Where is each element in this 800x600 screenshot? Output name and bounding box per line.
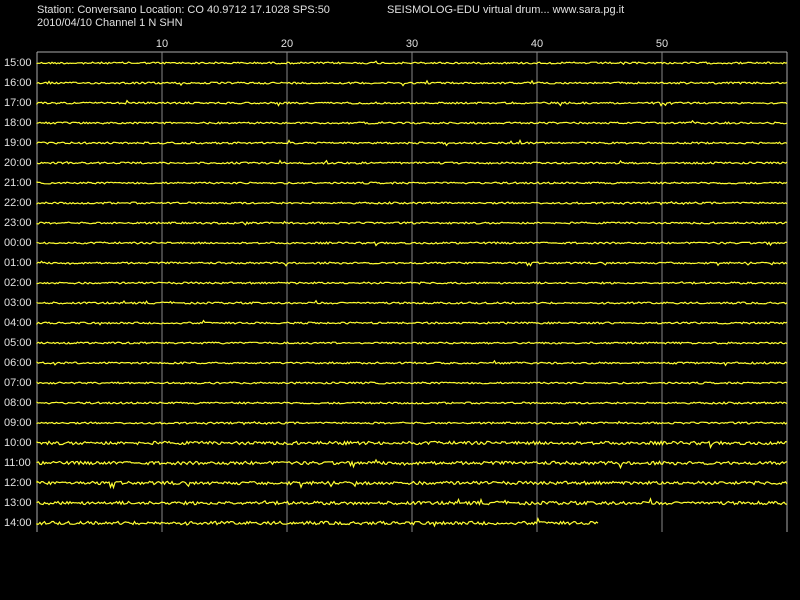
trace [36,159,788,165]
trace [36,281,788,285]
hour-label: 06:00 [4,357,32,369]
hour-label: 21:00 [4,177,32,189]
trace [36,319,788,326]
hour-label: 04:00 [4,317,32,329]
trace [36,497,788,506]
hour-label: 10:00 [4,437,32,449]
hour-label: 16:00 [4,77,32,89]
minute-tick-label: 40 [531,38,543,50]
trace [36,458,788,470]
hour-label: 23:00 [4,217,32,229]
trace [36,138,788,147]
trace [36,381,788,385]
trace [36,119,788,125]
hour-label: 00:00 [4,237,32,249]
trace [36,420,788,426]
hour-label: 22:00 [4,197,32,209]
hour-label: 09:00 [4,417,32,429]
trace [36,220,788,226]
hour-label: 12:00 [4,477,32,489]
program-info: SEISMOLOG-EDU virtual drum... www.sara.p… [387,4,624,16]
trace [36,79,788,87]
trace [36,440,788,450]
trace [36,401,788,405]
trace [36,341,788,345]
trace [36,201,788,206]
trace [36,60,788,66]
station-info: Station: Conversano Location: CO 40.9712… [37,4,330,16]
hour-label: 03:00 [4,297,32,309]
hour-label: 05:00 [4,337,32,349]
hour-label: 07:00 [4,377,32,389]
minute-tick-label: 50 [656,38,668,50]
trace [36,359,788,367]
hour-label: 15:00 [4,57,32,69]
minute-tick-label: 30 [406,38,418,50]
trace [36,181,788,185]
trace [36,480,788,490]
hour-label: 17:00 [4,97,32,109]
hour-label: 20:00 [4,157,32,169]
trace [36,241,788,247]
hour-label: 13:00 [4,497,32,509]
hour-label: 08:00 [4,397,32,409]
hour-label: 02:00 [4,277,32,289]
minute-tick-label: 20 [281,38,293,50]
trace [36,517,599,528]
trace [36,99,788,107]
minute-tick-label: 10 [156,38,168,50]
trace [36,260,788,267]
date-channel: 2010/04/10 Channel 1 N SHN [37,17,183,29]
hour-label: 19:00 [4,137,32,149]
hour-label: 11:00 [4,457,31,469]
hour-label: 14:00 [4,517,32,529]
hour-label: 01:00 [4,257,32,269]
trace [36,299,788,305]
hour-label: 18:00 [4,117,32,129]
